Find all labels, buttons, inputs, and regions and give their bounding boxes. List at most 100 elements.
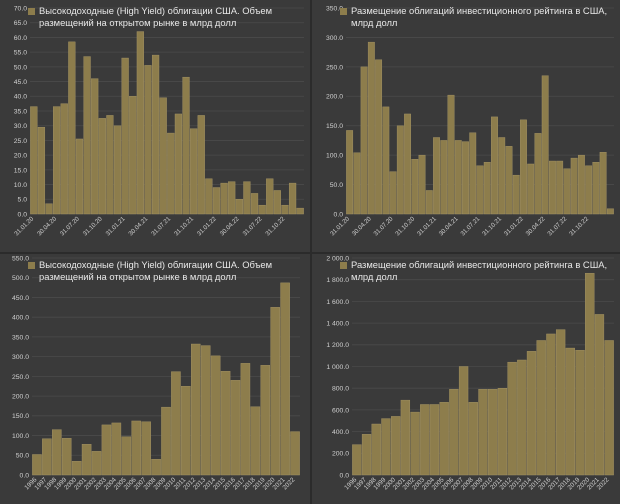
y-tick-label: 550.0 <box>12 255 29 262</box>
bar <box>281 204 289 215</box>
bar <box>129 96 137 215</box>
bar <box>371 423 381 476</box>
chart-svg: 0.0 5.0 10.0 15.0 20.0 25.0 30.0 35.0 40.0 45.0 50… <box>13 5 304 237</box>
y-tick-label: 400.0 <box>12 315 29 322</box>
bar <box>507 361 517 476</box>
y-tick-label: 800.0 <box>332 386 349 393</box>
legend: Высокодоходные (High Yield) облигации СШ… <box>28 259 306 283</box>
bar <box>458 366 469 476</box>
bar <box>536 340 546 476</box>
legend-label: Высокодоходные (High Yield) облигации СШ… <box>39 5 273 28</box>
x-tick-label: 31.07.20 <box>59 215 81 237</box>
y-tick-label: 100.0 <box>12 433 29 440</box>
y-tick-label: 1 600.0 <box>326 299 349 306</box>
bar <box>526 351 537 476</box>
y-tick-label: 300.0 <box>12 354 29 361</box>
y-tick-label: 250.0 <box>12 374 29 381</box>
bar <box>106 115 114 215</box>
bar <box>352 444 362 476</box>
bar <box>228 181 236 215</box>
bar <box>250 193 259 215</box>
bar <box>546 333 556 476</box>
legend-swatch <box>340 8 347 15</box>
bar <box>555 329 566 476</box>
bar <box>410 411 420 476</box>
bar <box>45 203 53 215</box>
y-tick-label: 0.0 <box>20 472 30 479</box>
legend-swatch <box>340 262 347 269</box>
bar <box>454 140 462 215</box>
bar <box>375 59 383 215</box>
bar <box>497 387 508 476</box>
bar <box>411 159 419 215</box>
chart-svg: 0.0 50.0 100.0 150.0 200.0 250.0 300.0 350.0 31.… <box>326 5 614 237</box>
bar <box>83 56 91 215</box>
bar <box>250 406 261 476</box>
bar <box>200 345 211 476</box>
x-tick-label: 31.01.21 <box>105 215 127 237</box>
bar <box>599 151 607 215</box>
bar <box>420 404 430 476</box>
bar <box>418 154 426 215</box>
bar <box>391 416 401 476</box>
y-tick-label: 45.0 <box>14 79 27 86</box>
y-tick-label: 50.0 <box>16 453 29 460</box>
bar <box>361 434 372 476</box>
y-tick-label: 65.0 <box>14 20 27 27</box>
y-tick-label: 1 000.0 <box>326 364 349 371</box>
y-tick-label: 600.0 <box>332 407 349 414</box>
x-tick-label: 31.10.20 <box>394 215 416 237</box>
chart-panel-ig-annual: 0.0 200.0 400.0 600.0 800.0 1 000.0 1 200.0 1 4… <box>312 254 620 504</box>
y-tick-label: 400.0 <box>332 429 349 436</box>
bar <box>440 140 448 215</box>
bar <box>478 389 488 476</box>
bar <box>101 424 112 476</box>
y-tick-label: 150.0 <box>12 413 29 420</box>
x-tick-label: 30.04.20 <box>351 215 373 237</box>
bar <box>52 429 62 476</box>
bar <box>181 386 191 476</box>
legend-label: Размещение облигаций инвестиционного рей… <box>351 259 608 282</box>
bar <box>131 420 141 476</box>
bar <box>476 165 484 215</box>
chart-panel-ig-monthly: 0.0 50.0 100.0 150.0 200.0 250.0 300.0 350.0 31.… <box>312 0 620 252</box>
bar <box>151 54 160 215</box>
bar <box>491 116 498 215</box>
y-tick-label: 200.0 <box>326 94 343 101</box>
bar <box>575 350 585 476</box>
bar <box>197 115 205 215</box>
bar <box>404 113 411 215</box>
bar <box>212 187 221 215</box>
bar <box>382 106 390 215</box>
bar <box>549 160 556 215</box>
x-tick-label: 31.10.21 <box>481 215 503 237</box>
bar <box>594 314 605 476</box>
bar <box>606 208 614 215</box>
bar <box>121 57 129 215</box>
y-tick-label: 150.0 <box>326 123 343 130</box>
bar <box>151 459 161 476</box>
bar <box>258 204 266 215</box>
x-tick-label: 31.07.21 <box>150 215 172 237</box>
bar <box>91 78 99 215</box>
bar <box>367 41 375 215</box>
y-tick-label: 0.0 <box>18 211 28 218</box>
chart-svg: 0.0 50.0 100.0 150.0 200.0 250.0 300.0 350.0 400… <box>12 255 300 491</box>
y-tick-label: 40.0 <box>14 94 27 101</box>
legend: Размещение облигаций инвестиционного рей… <box>340 259 616 283</box>
bar <box>60 103 68 215</box>
x-tick-label: 30.04.20 <box>36 215 58 237</box>
bar <box>468 402 478 476</box>
bar <box>240 363 251 476</box>
bar <box>161 406 171 476</box>
y-tick-label: 0.0 <box>340 472 350 479</box>
y-tick-label: 20.0 <box>14 153 27 160</box>
y-tick-label: 50.0 <box>14 64 27 71</box>
bar <box>288 182 297 215</box>
bar <box>592 162 600 215</box>
bar <box>235 199 243 215</box>
y-tick-label: 300.0 <box>326 35 343 42</box>
bar <box>498 137 506 215</box>
bar <box>136 31 144 215</box>
bar <box>220 371 231 476</box>
